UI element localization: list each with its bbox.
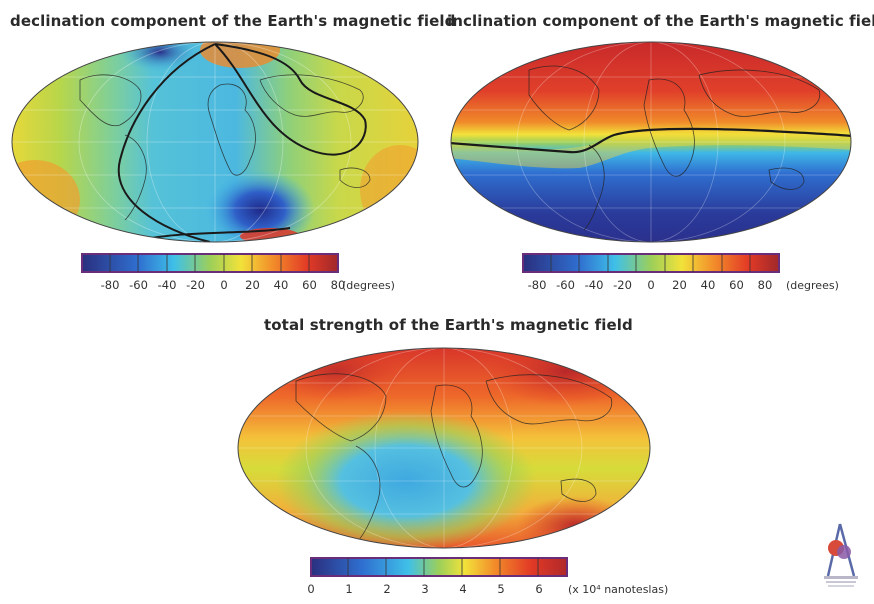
declination-map <box>11 41 419 243</box>
tick-label: -20 <box>613 278 632 292</box>
declination-unit: (degrees) <box>342 279 395 292</box>
tick-label: -40 <box>584 278 604 292</box>
total-strength-ticks: 0 1 2 3 4 5 6 <box>0 582 874 596</box>
tick-label: -60 <box>556 278 575 292</box>
total-strength-title: total strength of the Earth's magnetic f… <box>264 316 633 334</box>
tick-label: -80 <box>100 278 120 292</box>
declination-ticks: -80 -60 -40 -20 0 20 40 60 80 <box>0 278 874 292</box>
tick-label: 60 <box>302 278 317 292</box>
tick-label: -40 <box>157 278 177 292</box>
tick-label: -60 <box>129 278 148 292</box>
tick-label: -20 <box>186 278 205 292</box>
tick-label: 3 <box>421 582 429 596</box>
tick-label: 6 <box>535 582 543 596</box>
declination-title: declination component of the Earth's mag… <box>10 12 456 30</box>
total-strength-map <box>237 347 651 549</box>
tick-label: 20 <box>245 278 260 292</box>
tick-label: 1 <box>345 582 353 596</box>
tick-label: 0 <box>220 278 228 292</box>
tick-label: 0 <box>307 582 315 596</box>
inclination-colorbar <box>522 253 780 273</box>
tick-label: 80 <box>330 278 346 292</box>
tick-label: 80 <box>757 278 773 292</box>
tick-label: 4 <box>459 582 467 596</box>
total-strength-unit: (x 10⁴ nanoteslas) <box>568 583 669 596</box>
inclination-map <box>450 41 852 243</box>
inclination-ticks: -80 -60 -40 -20 0 20 40 60 80 <box>0 278 874 292</box>
tick-label: 40 <box>273 278 289 292</box>
inclination-unit: (degrees) <box>786 279 839 292</box>
ipgp-logo-icon <box>824 523 858 587</box>
tick-label: 0 <box>647 278 655 292</box>
declination-colorbar <box>81 253 339 273</box>
total-strength-colorbar <box>310 557 568 577</box>
tick-label: 20 <box>672 278 687 292</box>
inclination-title: inclination component of the Earth's mag… <box>447 12 874 30</box>
tick-label: -80 <box>527 278 547 292</box>
tick-label: 5 <box>497 582 505 596</box>
tick-label: 2 <box>383 582 391 596</box>
tick-label: 60 <box>729 278 744 292</box>
tick-label: 40 <box>700 278 716 292</box>
